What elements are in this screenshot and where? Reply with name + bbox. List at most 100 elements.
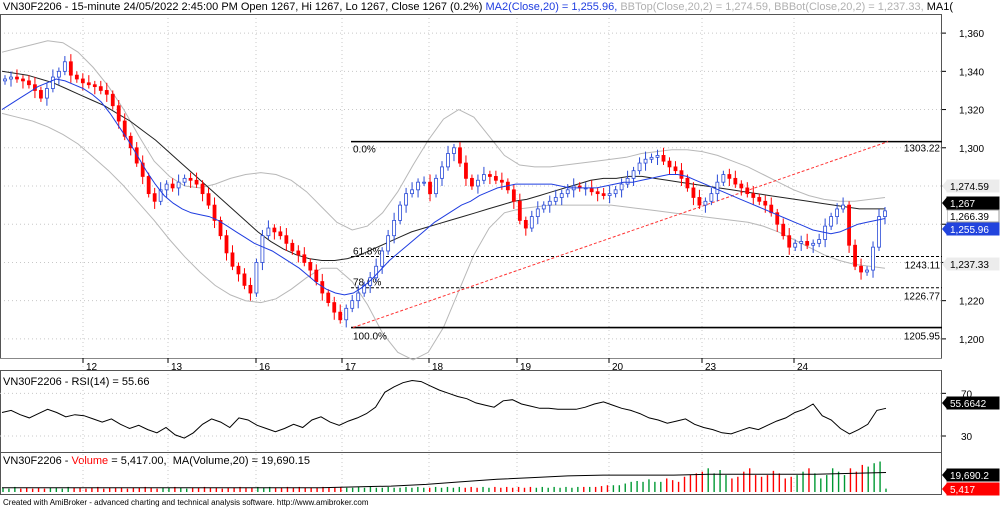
candle-body	[350, 300, 355, 309]
price-badge: 1,237.33	[942, 257, 1000, 271]
candle-body	[565, 189, 570, 195]
badge-pointer	[942, 258, 947, 270]
candle-body	[541, 204, 546, 210]
candle-body	[3, 78, 7, 82]
candle-body	[434, 177, 438, 195]
candle-body	[27, 80, 31, 86]
volume-prefix: VN30F2206 -	[3, 455, 72, 467]
volume-badge: 5,417	[942, 482, 1000, 496]
candle-body	[248, 284, 253, 294]
date-label: 24	[797, 362, 809, 373]
candle-body	[194, 179, 199, 185]
candle-body	[98, 86, 103, 91]
candle-body	[9, 76, 13, 80]
badge-text: 1,266.39	[950, 212, 989, 223]
candle-body	[410, 189, 414, 195]
date-label: 19	[520, 362, 532, 373]
candle-body	[817, 239, 822, 244]
candle-body	[62, 61, 67, 72]
candle-body	[745, 187, 750, 195]
candle-body	[56, 70, 61, 78]
candle-body	[206, 193, 211, 206]
price-tick-label: 1,220	[959, 297, 984, 308]
candle-body	[487, 174, 492, 177]
badge-text: 1,237.33	[950, 260, 989, 271]
candle-body	[344, 307, 349, 321]
panel-frames	[0, 14, 942, 495]
candle-body	[314, 269, 319, 282]
fib-value-label: 1205.95	[904, 332, 941, 343]
badge-pointer	[942, 483, 947, 495]
candle-body	[386, 235, 391, 252]
badge-text: 19,690.2	[950, 471, 989, 482]
fib-value-label: 1243.11	[905, 261, 941, 272]
candle-body	[464, 162, 468, 179]
candle-body	[308, 262, 313, 271]
candle-body	[470, 177, 474, 187]
candle-body	[338, 311, 343, 321]
badge-text: 1,255.96	[950, 225, 989, 236]
candle-body	[236, 265, 241, 275]
candle-body	[757, 197, 762, 202]
candle-body	[739, 183, 744, 189]
candle-body	[691, 187, 696, 198]
candle-body	[122, 120, 127, 137]
candle-body	[170, 183, 175, 189]
candle-body	[332, 302, 337, 313]
candle-body	[793, 242, 798, 248]
badge-text: 5,417	[950, 485, 975, 496]
candle-body	[284, 235, 289, 244]
date-label: 20	[612, 362, 624, 373]
candle-body	[595, 191, 600, 195]
bbtop-info: BBTop(Close,20,2) = 1,274.59,	[620, 1, 772, 13]
candle-body	[242, 273, 247, 286]
candle-body	[404, 193, 408, 206]
candle-body	[176, 181, 181, 189]
price-badge: 1,266.39	[942, 209, 1000, 223]
ma1-polyline	[1, 70, 885, 261]
rsi-badge: 55.6642	[942, 396, 1000, 410]
price-tick-label: 1,200	[959, 335, 984, 346]
candle-body	[212, 204, 217, 221]
volume-ma-badge: 19,690.2	[942, 468, 1000, 482]
candle-body	[517, 200, 522, 221]
rsi-tick-label: 70	[961, 389, 973, 400]
price-tick-label: 1,320	[959, 106, 984, 117]
ma2-info: MA2(Close,20) = 1,255.96,	[485, 1, 618, 13]
fib-pct-label: 100.0%	[353, 332, 387, 343]
candle-body	[547, 200, 552, 206]
candle-body	[266, 227, 271, 237]
credit-text: Created with AmiBroker - advanced charti…	[3, 498, 369, 507]
trend-line	[352, 141, 889, 328]
ma1-info: MA1(	[926, 1, 953, 13]
bbbot-info: BBBot(Close,20,2) = 1,237.33,	[774, 1, 924, 13]
candle-body	[559, 193, 564, 198]
price-tick-label: 1,300	[959, 144, 984, 155]
candle-body	[829, 216, 834, 227]
panel-frame-1	[0, 370, 942, 453]
candle-body	[637, 162, 642, 172]
candle-body	[667, 160, 672, 168]
ma2-polyline	[1, 78, 886, 296]
candle-body	[104, 90, 109, 95]
candle-body	[529, 216, 534, 229]
price-tick-label: 1,360	[959, 29, 984, 40]
grid-lines	[0, 14, 942, 494]
candle-body	[499, 179, 504, 183]
candles	[3, 54, 887, 328]
badge-pointer	[942, 180, 947, 192]
candle-body	[476, 179, 480, 187]
candle-body	[164, 183, 169, 191]
candle-body	[601, 193, 606, 196]
candle-body	[218, 219, 223, 237]
badge-pointer	[942, 210, 947, 222]
candle-body	[146, 176, 151, 195]
candle-body	[452, 147, 456, 154]
fib-pct-label: 61.8%	[353, 247, 381, 258]
badge-pointer	[942, 223, 947, 235]
symbol-info: VN30F2206 - 15-minute 24/05/2022 2:45:00…	[3, 1, 483, 13]
candle-body	[374, 265, 379, 279]
candle-body	[428, 181, 432, 195]
candle-body	[631, 170, 636, 179]
